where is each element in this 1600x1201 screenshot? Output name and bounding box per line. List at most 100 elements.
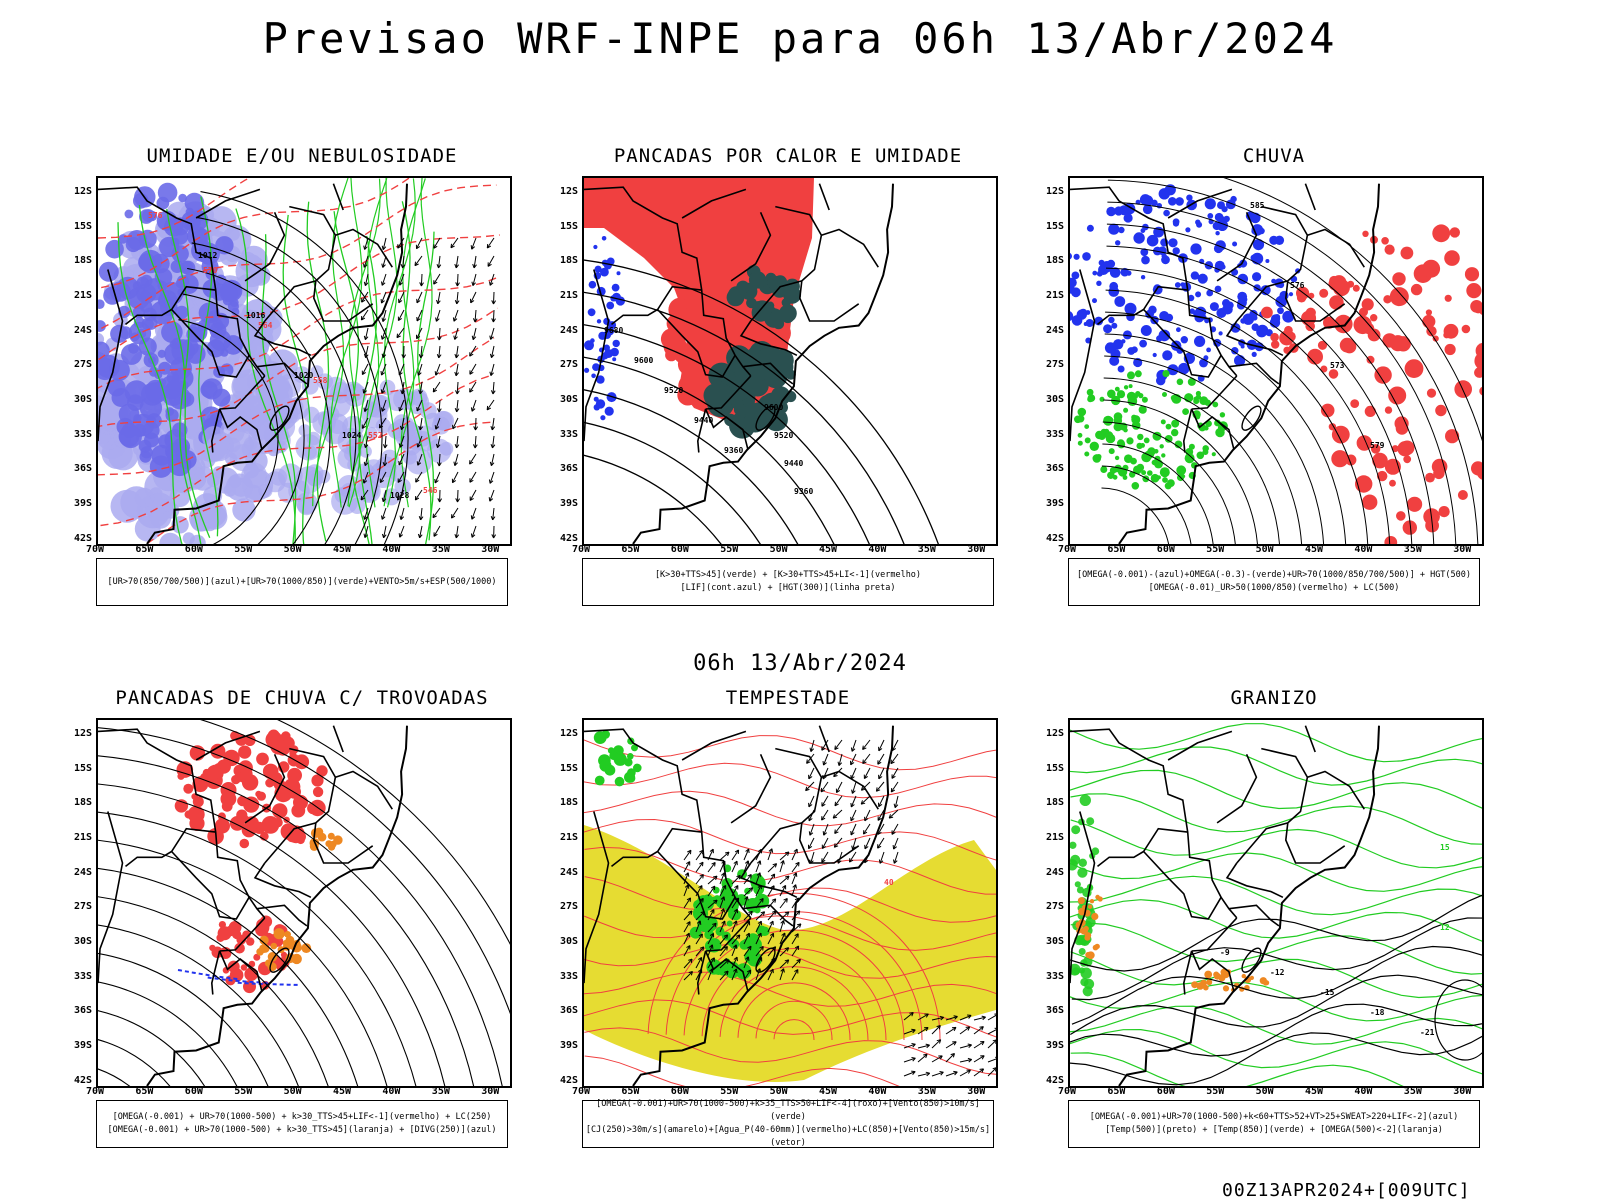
omega-green-area bbox=[1215, 428, 1224, 437]
lat-tick-label: 18S bbox=[552, 255, 578, 266]
lat-tick-label: 18S bbox=[552, 797, 578, 808]
rain-red-area bbox=[1427, 389, 1436, 398]
humidity-lightblue-area bbox=[296, 492, 318, 514]
wind-green-area bbox=[609, 751, 618, 760]
omega-orange-area bbox=[1087, 951, 1095, 959]
omega-blue-area bbox=[1240, 318, 1246, 324]
omega-green-area bbox=[1152, 460, 1157, 465]
omega-blue-area bbox=[1190, 243, 1201, 254]
lat-tick-label: 42S bbox=[552, 533, 578, 544]
omega-green-area bbox=[1142, 397, 1148, 403]
lat-tick-label: 27S bbox=[1038, 359, 1064, 370]
omega-blue-area bbox=[1207, 213, 1213, 219]
rain-red-area bbox=[1339, 453, 1346, 460]
rain-red-area bbox=[1425, 473, 1435, 483]
rain-red-area bbox=[1350, 399, 1359, 408]
rain-red-area bbox=[1384, 536, 1397, 544]
rain-red-area bbox=[1401, 441, 1414, 454]
storm-red-area bbox=[243, 797, 259, 813]
humidity-lightblue-area bbox=[270, 469, 287, 486]
omega-blue-area bbox=[1162, 350, 1172, 360]
humidity-lightblue-area bbox=[159, 533, 181, 544]
omega-blue-area bbox=[1210, 302, 1219, 311]
omega-blue-area bbox=[1269, 236, 1278, 245]
omega-orange-area bbox=[1078, 897, 1085, 904]
omega-blue-area bbox=[1232, 242, 1237, 247]
lat-tick-label: 39S bbox=[552, 1040, 578, 1051]
omega-blue-area bbox=[1168, 197, 1177, 206]
streamline-black bbox=[98, 838, 400, 1086]
rain-red-area bbox=[1426, 309, 1432, 315]
lat-tick-label: 42S bbox=[552, 1075, 578, 1086]
panel-title: PANCADAS DE CHUVA C/ TROVOADAS bbox=[96, 687, 508, 709]
political-border bbox=[1229, 905, 1279, 926]
political-border bbox=[255, 863, 311, 897]
lat-tick-label: 36S bbox=[66, 463, 92, 474]
political-border bbox=[1237, 207, 1308, 321]
wind-vector bbox=[421, 274, 422, 286]
lif-blue-contour bbox=[596, 399, 605, 408]
omega-green-area bbox=[1176, 465, 1186, 475]
omega-blue-area bbox=[1118, 366, 1125, 373]
storm-red-area bbox=[255, 923, 268, 936]
omega-green-area bbox=[1177, 379, 1184, 386]
instability-teal-area bbox=[727, 289, 745, 307]
precipwater-red-contour bbox=[584, 763, 996, 798]
instability-teal-area bbox=[777, 286, 787, 296]
lat-tick-label: 42S bbox=[66, 533, 92, 544]
omega-green-area bbox=[1160, 444, 1164, 448]
storm-orange-area bbox=[325, 840, 332, 847]
panel-legend: [OMEGA(-0.001)+UR>70(1000-500)+k>35_TTS>… bbox=[582, 1100, 994, 1148]
legend-line: [Temp(500)](preto) + [Temp(850)](verde) … bbox=[1069, 1124, 1479, 1137]
lat-tick-label: 27S bbox=[552, 359, 578, 370]
omega-blue-area bbox=[1185, 227, 1190, 232]
hgt500-black-contour bbox=[1107, 224, 1434, 544]
omega-blue-area bbox=[1215, 286, 1222, 293]
omega-blue-area bbox=[1141, 275, 1145, 279]
omega-green-area bbox=[1103, 416, 1113, 426]
rain-red-area bbox=[1321, 404, 1335, 418]
omega-blue-area bbox=[1115, 240, 1120, 245]
temp500-black-contour bbox=[1072, 918, 1482, 1000]
omega-blue-area bbox=[1141, 256, 1150, 265]
omega-blue-area bbox=[1121, 339, 1125, 343]
rain-red-area bbox=[1466, 283, 1481, 298]
omega-blue-area bbox=[1092, 271, 1097, 276]
storm-red-area bbox=[274, 784, 292, 802]
lat-tick-label: 33S bbox=[66, 971, 92, 982]
political-border bbox=[333, 726, 343, 752]
rain-red-area bbox=[1385, 406, 1392, 413]
political-border bbox=[800, 823, 859, 863]
omega-blue-area bbox=[1222, 206, 1228, 212]
temp850-green-contour bbox=[1070, 770, 1482, 811]
lat-tick-label: 21S bbox=[1038, 290, 1064, 301]
lif-blue-contour bbox=[616, 296, 625, 305]
rain-red-area bbox=[1381, 237, 1389, 245]
omega-orange-area bbox=[1085, 932, 1091, 938]
omega-green-area bbox=[1212, 452, 1216, 456]
lif-blue-contour bbox=[604, 349, 613, 358]
contour-label: 9520 bbox=[664, 386, 683, 395]
map-pancadas-trovoadas bbox=[96, 718, 512, 1088]
rain-red-area bbox=[1445, 295, 1452, 302]
political-border bbox=[821, 230, 878, 268]
lat-tick-label: 18S bbox=[66, 797, 92, 808]
omega-green-area bbox=[1131, 415, 1136, 420]
wind-vector bbox=[732, 875, 740, 884]
omega-green-area bbox=[1088, 394, 1096, 402]
omega-blue-area bbox=[1124, 213, 1133, 222]
contour-label: 552 bbox=[368, 431, 383, 440]
omega-blue-area bbox=[1163, 210, 1170, 217]
storm-red-area bbox=[177, 773, 184, 780]
omega-green-area bbox=[1136, 443, 1142, 449]
run-stamp: 00Z13APR2024+[009UTC] bbox=[1222, 1180, 1471, 1201]
omega-blue-area bbox=[1109, 286, 1120, 297]
temp850-green-contour bbox=[1070, 842, 1077, 849]
wind-vector bbox=[457, 274, 458, 286]
omega-blue-area bbox=[1230, 196, 1236, 202]
omega-green-area bbox=[1162, 370, 1169, 377]
rain-red-area bbox=[1445, 344, 1456, 355]
omega-orange-area bbox=[1223, 985, 1229, 991]
wind-vector bbox=[768, 864, 777, 872]
